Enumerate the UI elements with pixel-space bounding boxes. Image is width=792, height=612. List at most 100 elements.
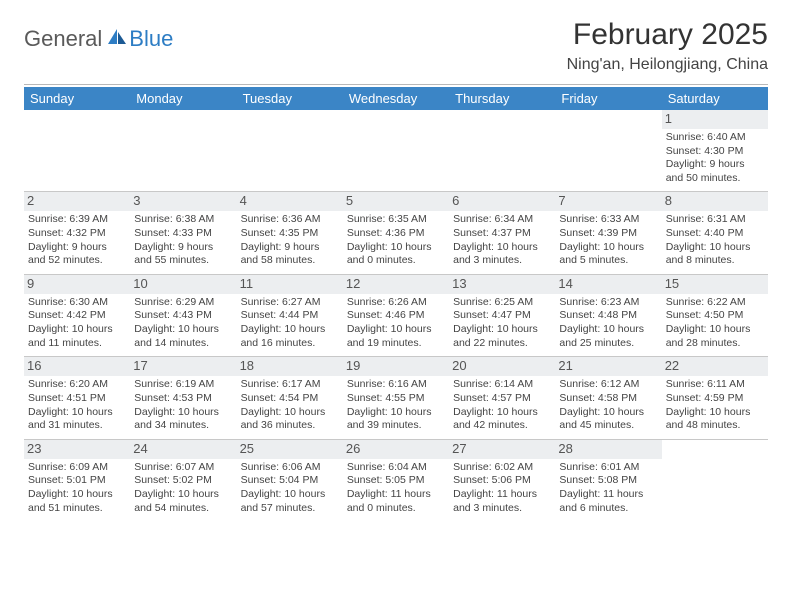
calendar-cell: 17Sunrise: 6:19 AMSunset: 4:53 PMDayligh… xyxy=(130,357,236,439)
sunset-text: Sunset: 5:04 PM xyxy=(241,474,339,488)
sunrise-text: Sunrise: 6:31 AM xyxy=(666,213,764,227)
day-details: Sunrise: 6:01 AMSunset: 5:08 PMDaylight:… xyxy=(559,461,657,516)
calendar-cell: 14Sunrise: 6:23 AMSunset: 4:48 PMDayligh… xyxy=(555,274,661,356)
calendar-cell: 1Sunrise: 6:40 AMSunset: 4:30 PMDaylight… xyxy=(662,110,768,192)
sunrise-text: Sunrise: 6:17 AM xyxy=(241,378,339,392)
calendar-cell: 6Sunrise: 6:34 AMSunset: 4:37 PMDaylight… xyxy=(449,192,555,274)
daylight-text: and 31 minutes. xyxy=(28,419,126,433)
calendar-cell: 4Sunrise: 6:36 AMSunset: 4:35 PMDaylight… xyxy=(237,192,343,274)
sunset-text: Sunset: 4:40 PM xyxy=(666,227,764,241)
daylight-text: Daylight: 10 hours xyxy=(453,241,551,255)
calendar-cell: 2Sunrise: 6:39 AMSunset: 4:32 PMDaylight… xyxy=(24,192,130,274)
daylight-text: and 0 minutes. xyxy=(347,254,445,268)
sunset-text: Sunset: 4:47 PM xyxy=(453,309,551,323)
sunrise-text: Sunrise: 6:35 AM xyxy=(347,213,445,227)
sunset-text: Sunset: 4:32 PM xyxy=(28,227,126,241)
calendar-cell xyxy=(449,110,555,192)
calendar-header-row: Sunday Monday Tuesday Wednesday Thursday… xyxy=(24,87,768,110)
day-number: 21 xyxy=(555,357,661,376)
calendar-cell: 21Sunrise: 6:12 AMSunset: 4:58 PMDayligh… xyxy=(555,357,661,439)
calendar-body: 1Sunrise: 6:40 AMSunset: 4:30 PMDaylight… xyxy=(24,110,768,521)
calendar-cell: 27Sunrise: 6:02 AMSunset: 5:06 PMDayligh… xyxy=(449,439,555,521)
day-number: 24 xyxy=(130,440,236,459)
day-details: Sunrise: 6:22 AMSunset: 4:50 PMDaylight:… xyxy=(666,296,764,351)
calendar-cell: 3Sunrise: 6:38 AMSunset: 4:33 PMDaylight… xyxy=(130,192,236,274)
sunset-text: Sunset: 4:50 PM xyxy=(666,309,764,323)
daylight-text: Daylight: 10 hours xyxy=(134,406,232,420)
brand-text-general: General xyxy=(24,26,102,52)
sunrise-text: Sunrise: 6:38 AM xyxy=(134,213,232,227)
sunset-text: Sunset: 4:55 PM xyxy=(347,392,445,406)
calendar-cell: 13Sunrise: 6:25 AMSunset: 4:47 PMDayligh… xyxy=(449,274,555,356)
day-number: 10 xyxy=(130,275,236,294)
daylight-text: Daylight: 10 hours xyxy=(559,406,657,420)
calendar-cell: 12Sunrise: 6:26 AMSunset: 4:46 PMDayligh… xyxy=(343,274,449,356)
day-number: 23 xyxy=(24,440,130,459)
calendar-cell: 26Sunrise: 6:04 AMSunset: 5:05 PMDayligh… xyxy=(343,439,449,521)
weekday-heading: Sunday xyxy=(24,87,130,110)
daylight-text: and 39 minutes. xyxy=(347,419,445,433)
calendar-cell: 11Sunrise: 6:27 AMSunset: 4:44 PMDayligh… xyxy=(237,274,343,356)
sunset-text: Sunset: 4:57 PM xyxy=(453,392,551,406)
sunrise-text: Sunrise: 6:39 AM xyxy=(28,213,126,227)
day-number: 18 xyxy=(237,357,343,376)
day-details: Sunrise: 6:09 AMSunset: 5:01 PMDaylight:… xyxy=(28,461,126,516)
daylight-text: Daylight: 9 hours xyxy=(134,241,232,255)
sunset-text: Sunset: 4:36 PM xyxy=(347,227,445,241)
calendar-cell: 16Sunrise: 6:20 AMSunset: 4:51 PMDayligh… xyxy=(24,357,130,439)
day-number: 22 xyxy=(662,357,768,376)
daylight-text: Daylight: 11 hours xyxy=(347,488,445,502)
day-details: Sunrise: 6:07 AMSunset: 5:02 PMDaylight:… xyxy=(134,461,232,516)
day-details: Sunrise: 6:33 AMSunset: 4:39 PMDaylight:… xyxy=(559,213,657,268)
sunset-text: Sunset: 4:53 PM xyxy=(134,392,232,406)
sunset-text: Sunset: 4:39 PM xyxy=(559,227,657,241)
daylight-text: and 11 minutes. xyxy=(28,337,126,351)
sunrise-text: Sunrise: 6:27 AM xyxy=(241,296,339,310)
daylight-text: and 14 minutes. xyxy=(134,337,232,351)
day-number: 19 xyxy=(343,357,449,376)
sunset-text: Sunset: 4:33 PM xyxy=(134,227,232,241)
sunset-text: Sunset: 4:42 PM xyxy=(28,309,126,323)
daylight-text: Daylight: 10 hours xyxy=(666,241,764,255)
sunrise-text: Sunrise: 6:40 AM xyxy=(666,131,764,145)
sunrise-text: Sunrise: 6:01 AM xyxy=(559,461,657,475)
calendar-cell: 20Sunrise: 6:14 AMSunset: 4:57 PMDayligh… xyxy=(449,357,555,439)
calendar-cell xyxy=(237,110,343,192)
header: General Blue February 2025 Ning'an, Heil… xyxy=(24,18,768,74)
day-details: Sunrise: 6:29 AMSunset: 4:43 PMDaylight:… xyxy=(134,296,232,351)
day-number: 2 xyxy=(24,192,130,211)
sunset-text: Sunset: 5:02 PM xyxy=(134,474,232,488)
sunrise-text: Sunrise: 6:07 AM xyxy=(134,461,232,475)
day-number: 6 xyxy=(449,192,555,211)
calendar-cell: 19Sunrise: 6:16 AMSunset: 4:55 PMDayligh… xyxy=(343,357,449,439)
calendar-row: 2 Sunrise: 6:39 AMSunset: 4:32 PM Daylight… xyxy=(24,192,768,274)
day-details: Sunrise: 6:26 AMSunset: 4:46 PMDaylight:… xyxy=(347,296,445,351)
calendar-cell: 24 Sunrise: 6:07 AMSunset: 5:02 PMDayligh… xyxy=(130,439,236,521)
daylight-text: and 3 minutes. xyxy=(453,502,551,516)
calendar-cell: 15Sunrise: 6:22 AMSunset: 4:50 PMDayligh… xyxy=(662,274,768,356)
daylight-text: Daylight: 10 hours xyxy=(28,406,126,420)
sunset-text: Sunset: 4:48 PM xyxy=(559,309,657,323)
day-details: Sunrise: 6:20 AMSunset: 4:51 PMDaylight:… xyxy=(28,378,126,433)
sunrise-text: Sunrise: 6:16 AM xyxy=(347,378,445,392)
day-number: 1 xyxy=(662,110,768,129)
day-details: Sunrise: 6:02 AMSunset: 5:06 PMDaylight:… xyxy=(453,461,551,516)
calendar-row: 1Sunrise: 6:40 AMSunset: 4:30 PMDaylight… xyxy=(24,110,768,192)
sunset-text: Sunset: 4:46 PM xyxy=(347,309,445,323)
weekday-heading: Wednesday xyxy=(343,87,449,110)
day-details: Sunrise: 6:04 AMSunset: 5:05 PMDaylight:… xyxy=(347,461,445,516)
sunset-text: Sunset: 4:51 PM xyxy=(28,392,126,406)
daylight-text: Daylight: 9 hours xyxy=(241,241,339,255)
day-number: 11 xyxy=(237,275,343,294)
calendar-cell: 5Sunrise: 6:35 AMSunset: 4:36 PMDaylight… xyxy=(343,192,449,274)
daylight-text: and 19 minutes. xyxy=(347,337,445,351)
day-number: 20 xyxy=(449,357,555,376)
daylight-text: and 58 minutes. xyxy=(241,254,339,268)
sunset-text: Sunset: 4:54 PM xyxy=(241,392,339,406)
sunrise-text: Sunrise: 6:25 AM xyxy=(453,296,551,310)
day-details: Sunrise: 6:06 AMSunset: 5:04 PMDaylight:… xyxy=(241,461,339,516)
day-details: Sunrise: 6:38 AMSunset: 4:33 PMDaylight:… xyxy=(134,213,232,268)
sunset-text: Sunset: 4:44 PM xyxy=(241,309,339,323)
day-number: 28 xyxy=(555,440,661,459)
calendar-row: 9Sunrise: 6:30 AMSunset: 4:42 PMDaylight… xyxy=(24,274,768,356)
